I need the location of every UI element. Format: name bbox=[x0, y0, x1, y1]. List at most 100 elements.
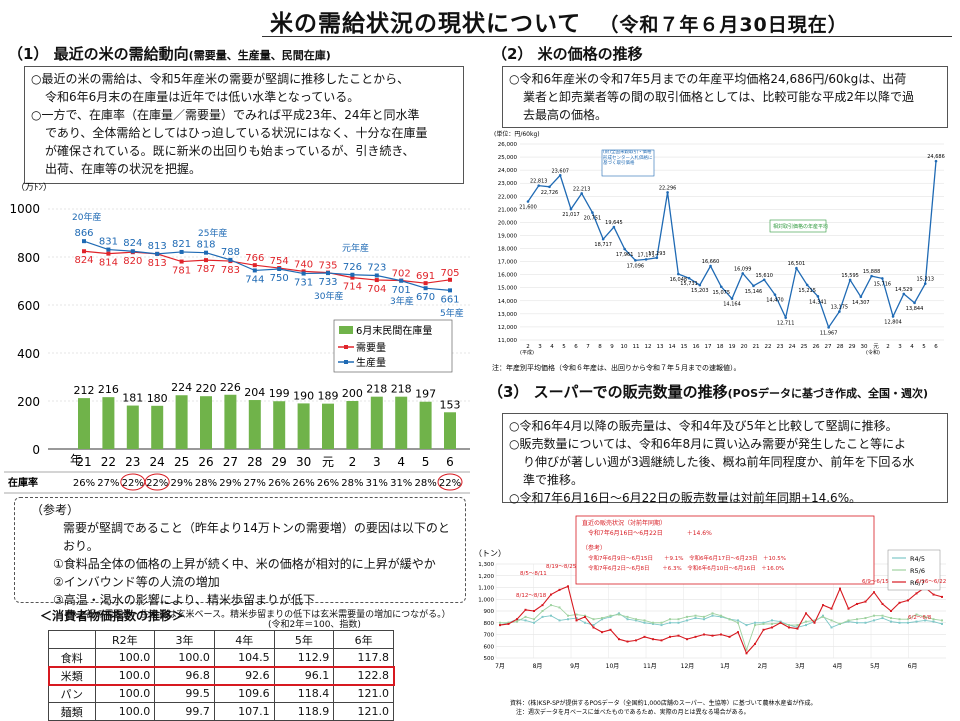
sales-point-r6 bbox=[881, 602, 884, 605]
demand-label: 754 bbox=[270, 256, 289, 267]
sales-point-r6 bbox=[677, 634, 680, 637]
x-tick-label: 元 bbox=[322, 455, 334, 469]
cpi-note: (令和2年＝100、指数) bbox=[268, 620, 361, 630]
price-annotation-box-2: 相対取引価格の年産平均 bbox=[769, 219, 828, 233]
price-value-label: 17,293 bbox=[648, 251, 666, 257]
production-label: 813 bbox=[148, 241, 167, 252]
price-value-label: 15,215 bbox=[798, 288, 816, 294]
inventory-bar-label: 218 bbox=[391, 383, 412, 396]
rate-value: 26% bbox=[73, 478, 95, 489]
sales-point-r5 bbox=[669, 618, 671, 621]
chart2-x-axis: 2 3 4 5 6 7 8 9 10 11 12 13 14 15 16 17 18 19 20 21 22 23 24 25… bbox=[526, 343, 938, 350]
chart3-unit: （トン） bbox=[474, 549, 506, 558]
inventory-bar bbox=[273, 401, 286, 449]
sales-point-r5 bbox=[762, 622, 765, 625]
cpi-cell: 118.4 bbox=[273, 684, 335, 703]
sales-point-r4 bbox=[584, 621, 586, 624]
x-tick-label: 2 bbox=[886, 344, 890, 350]
sales-point-r6 bbox=[720, 633, 722, 636]
sales-point-r4 bbox=[779, 620, 782, 623]
price-point bbox=[838, 310, 841, 313]
sales-point-r6 bbox=[941, 595, 943, 598]
sales-point-r5 bbox=[737, 621, 739, 624]
price-point bbox=[687, 276, 691, 280]
sales-point-r4 bbox=[652, 622, 654, 625]
price-value-label: 22,213 bbox=[573, 186, 591, 192]
price-point bbox=[741, 272, 745, 275]
sec1-heading-text: （1） 最近の米の需給動向 bbox=[8, 45, 189, 63]
price-point bbox=[848, 278, 852, 282]
x-tick-label: 6 bbox=[934, 344, 938, 350]
price-value-label: 16,501 bbox=[788, 261, 806, 267]
sales-point-r5 bbox=[856, 618, 858, 621]
x-tick-label: 3 bbox=[538, 344, 542, 350]
sales-point-r4 bbox=[618, 612, 620, 615]
x-tick-label: 22 bbox=[101, 455, 116, 469]
sales-point-r4 bbox=[601, 618, 603, 621]
inventory-bar-label: 181 bbox=[122, 392, 143, 405]
price-point bbox=[644, 258, 648, 261]
sales-point-r5 bbox=[694, 614, 697, 617]
price-value-label: 13,175 bbox=[831, 305, 849, 311]
y-tick-label: 1,100 bbox=[478, 586, 494, 592]
production-point bbox=[448, 288, 452, 293]
x-tick-label: 1月 bbox=[720, 663, 730, 670]
annotation-5: 5年産 bbox=[440, 307, 464, 319]
sales-point-r6 bbox=[830, 607, 833, 610]
chart3-source: 資料：(株)KSP-SPが提供するPOSデータ（全国約1,000店舗のスーパー、… bbox=[510, 699, 817, 707]
sales-point-r4 bbox=[669, 621, 671, 624]
price-value-label: 19,645 bbox=[605, 220, 623, 226]
sales-point-r4 bbox=[558, 619, 561, 622]
chart1-y-axis: 1000 800 600 400 200 0 bbox=[9, 202, 40, 457]
demand-point bbox=[374, 278, 379, 283]
price-point bbox=[773, 293, 777, 296]
sales-point-r4 bbox=[745, 624, 748, 627]
info-ref-head: （参考） bbox=[582, 544, 606, 552]
sales-point-r5 bbox=[703, 615, 705, 618]
price-value-label: 22,813 bbox=[530, 179, 548, 185]
sales-point-r4 bbox=[686, 619, 688, 622]
x-tick-label: 29 bbox=[272, 455, 287, 469]
inventory-bar-label: 204 bbox=[244, 386, 265, 399]
sales-point-r6 bbox=[533, 610, 535, 612]
demand-label: 702 bbox=[392, 269, 411, 280]
production-label: 818 bbox=[196, 240, 215, 251]
price-value-label: 12,804 bbox=[884, 319, 902, 325]
sales-point-r4 bbox=[830, 626, 833, 629]
sales-point-r6 bbox=[507, 622, 510, 625]
price-value-label: 20,751 bbox=[584, 216, 602, 222]
x-tick-label: 3月 bbox=[795, 663, 805, 670]
price-value-label: 15,716 bbox=[874, 281, 892, 287]
inventory-bar bbox=[78, 398, 90, 449]
cpi-cell: 118.9 bbox=[273, 702, 335, 721]
production-point bbox=[399, 278, 404, 283]
sales-point-r5 bbox=[915, 613, 918, 616]
reference-box: （参考） 需要が堅調であること（昨年より14万トンの需要増）の要因は以下のとおり… bbox=[14, 497, 466, 620]
rate-value: 28% bbox=[341, 478, 363, 489]
annotation-30: 30年産 bbox=[314, 290, 343, 302]
sales-point-r6 bbox=[788, 626, 790, 629]
demand-label: 783 bbox=[221, 265, 240, 276]
cpi-cell: 122.8 bbox=[333, 666, 394, 685]
price-value-label: 22,296 bbox=[659, 185, 677, 191]
price-value-label: 15,731 bbox=[680, 281, 698, 287]
sec3-heading-sub: (POSデータに基づき作成、全国・週次) bbox=[727, 387, 929, 400]
sales-point-r5 bbox=[932, 618, 935, 621]
sec3-line: ○令和7年6月16日～6月22日の販売数量は対前年同期+14.6%。 bbox=[509, 491, 862, 505]
cpi-cell: 100.0 bbox=[154, 648, 215, 667]
info-title: 直近の販売状況（対前年同期） bbox=[582, 519, 666, 527]
inventory-bar bbox=[126, 405, 139, 449]
sales-point-r6 bbox=[847, 607, 850, 610]
legend-demand: 需要量 bbox=[356, 342, 386, 354]
sales-info-box: 直近の販売状況（対前年同期） 令和7年6月16日～6月22日 ＋14.6% （参… bbox=[575, 515, 875, 585]
info-line: 令和7年6月16日～6月22日 ＋14.6% bbox=[588, 529, 712, 537]
sales-point-r6 bbox=[907, 599, 909, 602]
sales-point-r5 bbox=[720, 614, 722, 617]
chart3-x-axis: 7月 8月 9月 10月 11月 12月 1月 2月 3月 4月 5月 6月 bbox=[495, 663, 917, 670]
sales-point-r5 bbox=[839, 622, 841, 625]
sales-point-r6 bbox=[703, 633, 705, 636]
cpi-cell: 107.1 bbox=[213, 702, 275, 721]
cpi-cell: 92.6 bbox=[213, 666, 275, 685]
sales-point-r5 bbox=[890, 617, 892, 620]
cpi-cell: 99.5 bbox=[154, 684, 215, 703]
